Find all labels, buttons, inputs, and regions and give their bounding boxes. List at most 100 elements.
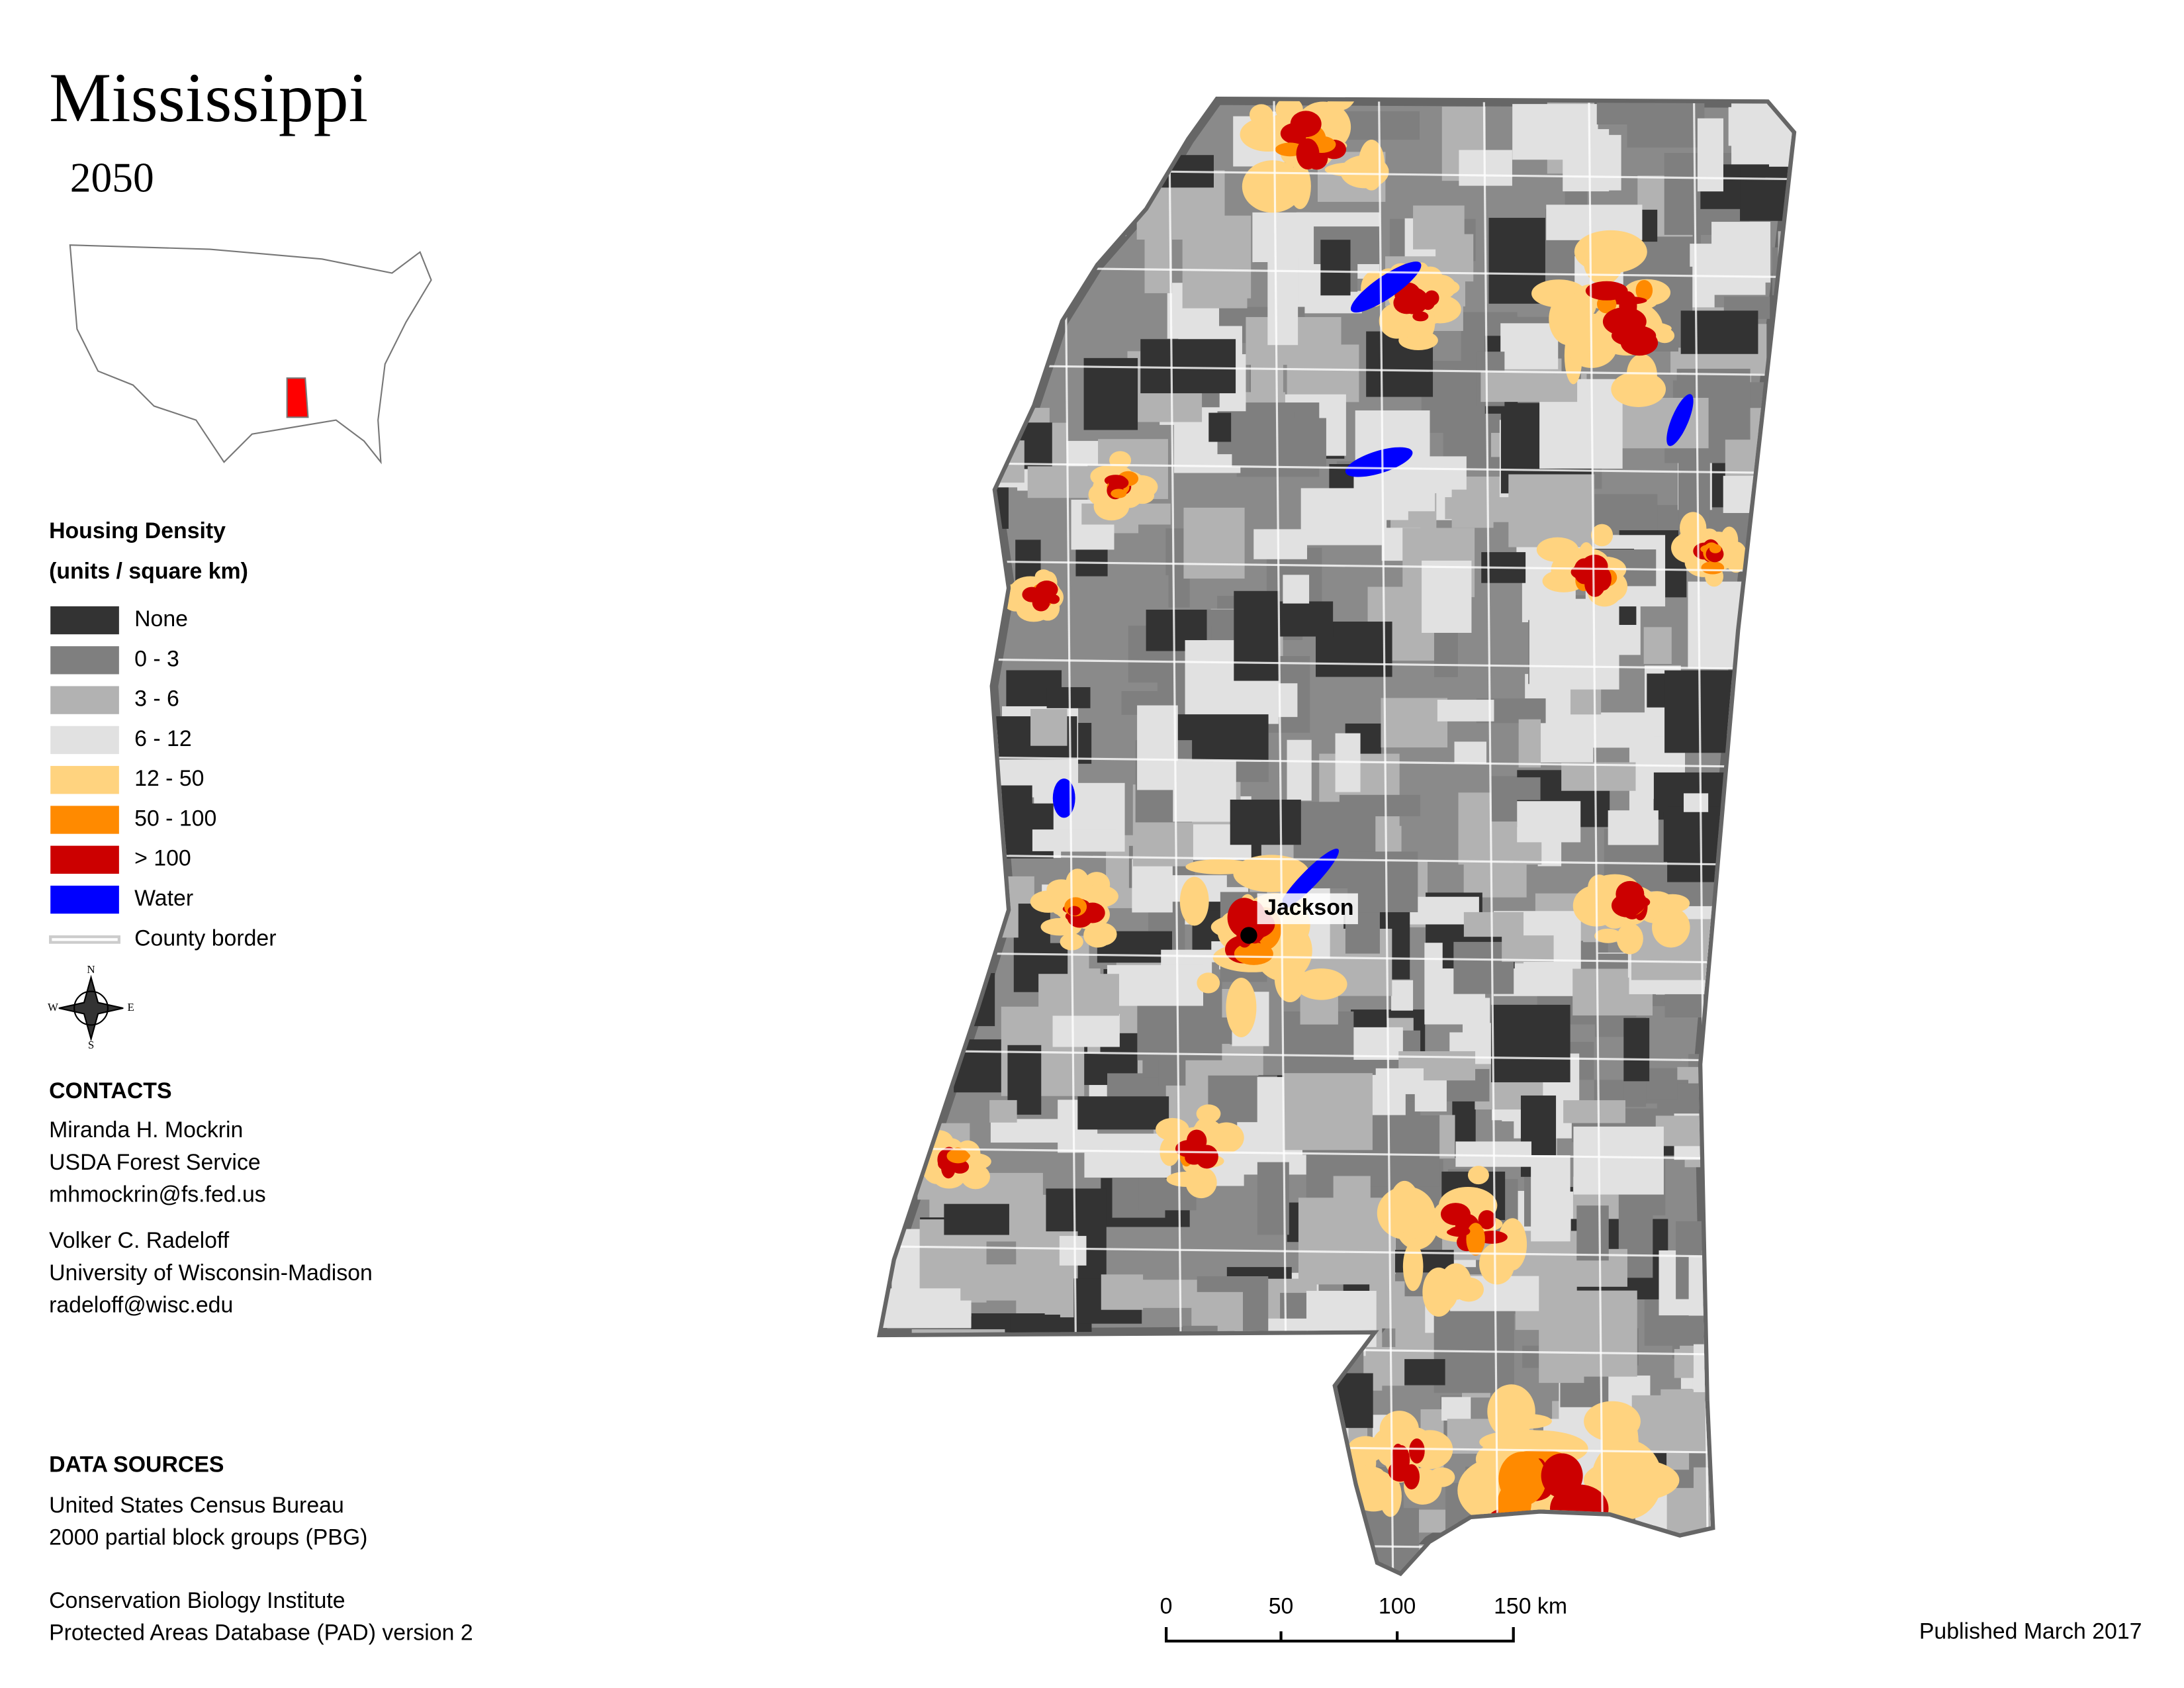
land-patch xyxy=(1244,1428,1304,1467)
land-patch xyxy=(1105,1406,1194,1476)
land-patch xyxy=(1733,1411,1792,1494)
density-patch xyxy=(1402,1242,1424,1291)
density-patch xyxy=(1233,855,1310,892)
contacts-title: CONTACTS xyxy=(49,1078,171,1103)
land-patch xyxy=(1126,1354,1193,1406)
land-patch xyxy=(917,101,1003,183)
legend-swatch xyxy=(50,606,119,635)
published: Published March 2017 xyxy=(1919,1618,2142,1644)
land-patch xyxy=(1265,1356,1332,1444)
land-patch xyxy=(1346,1027,1403,1060)
land-patch xyxy=(882,998,939,1085)
land-patch xyxy=(1125,1397,1194,1477)
density-patch xyxy=(1166,1171,1206,1188)
land-patch xyxy=(1708,1271,1780,1310)
density-patch xyxy=(1046,879,1076,900)
land-patch xyxy=(1059,1236,1087,1266)
land-patch xyxy=(1795,748,1853,836)
source-line: 2000 partial block groups (PBG) xyxy=(49,1525,367,1550)
land-patch xyxy=(955,269,979,331)
land-patch xyxy=(964,876,1034,906)
land-patch xyxy=(1252,212,1310,263)
land-patch xyxy=(903,554,968,610)
land-patch xyxy=(1706,932,1792,993)
density-patch xyxy=(1479,1243,1515,1285)
land-patch xyxy=(1160,1560,1258,1571)
legend-swatch xyxy=(49,935,120,944)
land-patch xyxy=(1713,1502,1768,1566)
county-border xyxy=(882,755,1792,769)
county-border xyxy=(882,853,1792,867)
land-patch xyxy=(905,212,939,256)
density-patch xyxy=(1602,307,1647,336)
land-patch xyxy=(1737,1572,1806,1597)
land-patch xyxy=(1563,1100,1625,1123)
density-patch xyxy=(1423,1270,1459,1313)
land-patch xyxy=(1183,507,1245,579)
land-patch xyxy=(1032,829,1116,851)
land-patch xyxy=(958,156,985,225)
legend-swatch xyxy=(50,806,119,834)
land-patch xyxy=(1806,1573,1842,1625)
land-patch xyxy=(995,271,1048,297)
legend-label: > 100 xyxy=(134,846,191,871)
land-patch xyxy=(989,1100,1017,1123)
land-patch xyxy=(1728,1100,1792,1187)
land-patch xyxy=(1778,792,1792,866)
land-patch xyxy=(944,1203,1009,1235)
density-patch xyxy=(1655,328,1675,344)
city-marker: Jackson xyxy=(1240,893,1358,944)
land-patch xyxy=(894,1346,925,1384)
land-patch xyxy=(972,887,1019,938)
land-patch xyxy=(1508,474,1595,547)
land-patch xyxy=(1608,810,1659,845)
compass-e: E xyxy=(128,1001,134,1013)
land-patch xyxy=(882,1109,901,1160)
land-patch xyxy=(1319,1573,1345,1622)
land-patch xyxy=(882,1021,946,1087)
density-patch xyxy=(1652,907,1690,948)
land-patch xyxy=(903,442,964,515)
land-patch xyxy=(954,1418,997,1501)
contact-line: mhmockrin@fs.fed.us xyxy=(49,1182,266,1207)
land-patch xyxy=(1693,1344,1744,1393)
land-patch xyxy=(1289,1559,1342,1571)
compass-w: W xyxy=(48,1001,58,1013)
land-patch xyxy=(951,185,1013,214)
land-patch xyxy=(897,831,946,880)
county-border xyxy=(882,461,1792,475)
land-patch xyxy=(1776,937,1792,977)
water-patch xyxy=(1666,394,1694,446)
density-patch xyxy=(1418,266,1443,289)
contact-line: Miranda H. Mockrin xyxy=(49,1117,243,1143)
legend-swatch xyxy=(50,766,119,794)
land-patch xyxy=(1391,980,1414,1011)
land-patch xyxy=(1182,1325,1218,1410)
land-patch xyxy=(1212,1362,1257,1416)
density-patch xyxy=(1466,1223,1485,1256)
land-patch xyxy=(1168,1520,1228,1571)
contact-line: USDA Forest Service xyxy=(49,1150,261,1175)
land-patch xyxy=(1283,575,1310,604)
land-patch xyxy=(895,795,960,827)
land-patch xyxy=(1742,654,1781,704)
density-patch xyxy=(1594,928,1621,943)
land-patch xyxy=(1711,222,1771,283)
county-border xyxy=(882,657,1792,671)
density-patch xyxy=(1583,235,1624,285)
land-patch xyxy=(1027,466,1101,498)
density-patch xyxy=(1189,1148,1206,1162)
land-patch xyxy=(1572,712,1654,748)
land-patch xyxy=(1016,1431,1100,1474)
land-patch xyxy=(1697,118,1723,192)
land-patch xyxy=(928,1457,1009,1543)
land-patch xyxy=(882,1532,956,1571)
density-patch xyxy=(1487,1384,1535,1439)
density-patch xyxy=(1585,281,1628,301)
source-line: United States Census Bureau xyxy=(49,1493,344,1518)
land-patch xyxy=(1631,1395,1727,1454)
land-patch xyxy=(1789,595,1792,650)
land-patch xyxy=(1060,180,1113,206)
inset-map xyxy=(69,244,432,465)
density-patch xyxy=(1541,1453,1583,1498)
